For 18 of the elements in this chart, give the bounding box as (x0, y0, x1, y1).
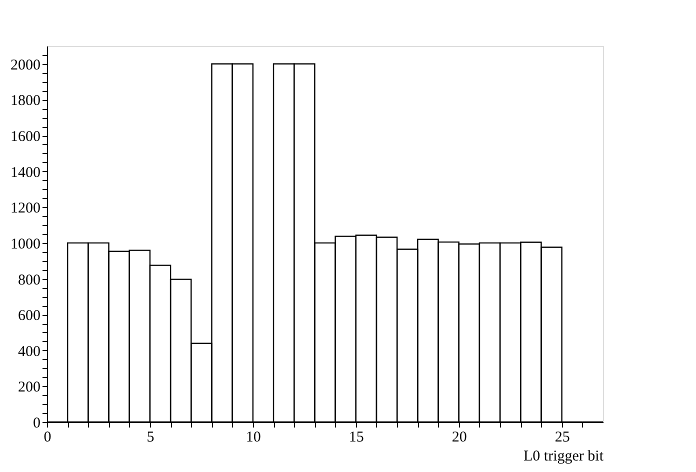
y-tick-label: 1400 (10, 164, 40, 181)
y-tick-label: 2000 (10, 57, 40, 74)
y-tick-label: 0 (33, 416, 40, 432)
y-tick-label: 400 (18, 344, 40, 360)
x-tick-label: 10 (246, 430, 261, 446)
y-tick-label: 200 (18, 380, 40, 396)
y-tick-label: 600 (18, 308, 40, 324)
y-tick-label: 800 (18, 272, 40, 288)
x-tick-label: 20 (452, 430, 467, 446)
x-tick-label: 15 (348, 430, 364, 446)
y-tick-label: 1200 (10, 200, 40, 217)
x-tick-label: 0 (44, 430, 52, 446)
y-tick-label: 1800 (10, 93, 40, 110)
y-tick-label: 1000 (10, 236, 40, 252)
x-tick-label: 25 (554, 430, 570, 446)
x-tick-label: 5 (146, 430, 154, 446)
x-axis-title: L0 trigger bit (524, 448, 604, 464)
y-tick-label: 1600 (10, 129, 40, 146)
